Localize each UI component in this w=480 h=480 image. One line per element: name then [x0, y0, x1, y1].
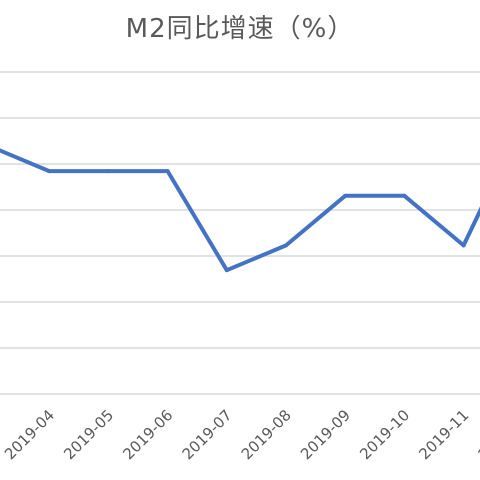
- series-line: [0, 148, 480, 273]
- data-point: [284, 243, 288, 248]
- data-point: [461, 243, 466, 248]
- x-tick-label: 2019-04: [1, 406, 58, 463]
- chart-title: M2同比增速（%）: [125, 14, 355, 44]
- data-point: [224, 268, 229, 273]
- gridlines: [0, 71, 480, 395]
- data-point: [106, 169, 111, 174]
- x-tick-label: 2019-09: [297, 406, 354, 463]
- data-point: [165, 169, 170, 174]
- x-axis-tick-labels: 2019-032019-042019-052019-062019-072019-…: [1, 406, 480, 463]
- series-group: [0, 148, 480, 273]
- x-tick-label: 2019-05: [60, 406, 117, 463]
- x-tick-label: 2019-07: [179, 406, 236, 463]
- data-point: [343, 193, 348, 198]
- x-tick-label: 2019-08: [238, 406, 295, 463]
- x-tick-label: 2019-10: [356, 406, 413, 463]
- data-point: [47, 169, 52, 174]
- x-tick-label: 2019-06: [119, 406, 176, 463]
- x-tick-label: 2019-11: [415, 406, 472, 463]
- x-tick-label: 2019-12: [475, 406, 480, 463]
- data-point: [402, 193, 407, 198]
